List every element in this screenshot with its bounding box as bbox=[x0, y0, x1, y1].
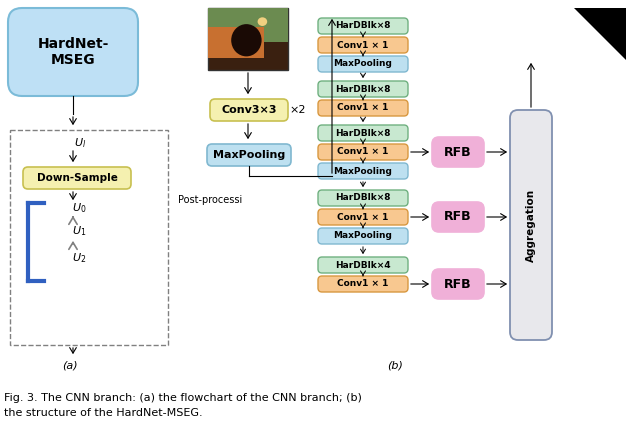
Text: HarDBlk×8: HarDBlk×8 bbox=[335, 128, 391, 137]
FancyBboxPatch shape bbox=[23, 167, 131, 189]
FancyBboxPatch shape bbox=[318, 100, 408, 116]
FancyBboxPatch shape bbox=[318, 56, 408, 72]
FancyBboxPatch shape bbox=[318, 18, 408, 34]
Text: MaxPooling: MaxPooling bbox=[333, 231, 392, 240]
Text: Aggregation: Aggregation bbox=[526, 189, 536, 261]
FancyBboxPatch shape bbox=[432, 269, 484, 299]
Bar bbox=[10, 130, 168, 345]
Text: Conv1 × 1: Conv1 × 1 bbox=[337, 41, 389, 50]
FancyBboxPatch shape bbox=[318, 81, 408, 97]
Polygon shape bbox=[574, 8, 626, 60]
Text: RFB: RFB bbox=[444, 277, 472, 290]
FancyBboxPatch shape bbox=[207, 144, 291, 166]
Text: Fig. 3. The CNN branch: (a) the flowchart of the CNN branch; (b): Fig. 3. The CNN branch: (a) the flowchar… bbox=[4, 393, 362, 403]
Text: Conv3×3: Conv3×3 bbox=[221, 105, 277, 115]
Text: HardNet-
MSEG: HardNet- MSEG bbox=[37, 37, 108, 67]
Text: $U_0$: $U_0$ bbox=[72, 201, 86, 215]
Text: MaxPooling: MaxPooling bbox=[333, 59, 392, 69]
FancyBboxPatch shape bbox=[318, 163, 408, 179]
FancyBboxPatch shape bbox=[510, 110, 552, 340]
Bar bbox=[208, 27, 264, 58]
Bar bbox=[208, 8, 288, 42]
FancyBboxPatch shape bbox=[8, 8, 138, 96]
Text: MaxPooling: MaxPooling bbox=[213, 150, 285, 160]
Text: $U_l$: $U_l$ bbox=[74, 136, 86, 150]
FancyBboxPatch shape bbox=[318, 257, 408, 273]
FancyBboxPatch shape bbox=[318, 228, 408, 244]
FancyBboxPatch shape bbox=[318, 276, 408, 292]
Text: RFB: RFB bbox=[444, 145, 472, 158]
Text: Post-processi: Post-processi bbox=[178, 195, 242, 205]
FancyBboxPatch shape bbox=[318, 190, 408, 206]
Ellipse shape bbox=[231, 24, 262, 56]
Text: Conv1 × 1: Conv1 × 1 bbox=[337, 148, 389, 157]
Ellipse shape bbox=[257, 17, 267, 26]
Text: Conv1 × 1: Conv1 × 1 bbox=[337, 212, 389, 222]
FancyBboxPatch shape bbox=[318, 37, 408, 53]
Text: HarDBlk×8: HarDBlk×8 bbox=[335, 21, 391, 30]
FancyBboxPatch shape bbox=[210, 99, 288, 121]
FancyBboxPatch shape bbox=[318, 125, 408, 141]
Text: HarDBlk×4: HarDBlk×4 bbox=[335, 260, 391, 269]
Text: $U_2$: $U_2$ bbox=[72, 251, 86, 265]
Text: $U_1$: $U_1$ bbox=[72, 224, 86, 238]
Text: Conv1 × 1: Conv1 × 1 bbox=[337, 280, 389, 289]
Text: HarDBlk×8: HarDBlk×8 bbox=[335, 84, 391, 94]
Text: Conv1 × 1: Conv1 × 1 bbox=[337, 103, 389, 112]
Text: Down-Sample: Down-Sample bbox=[37, 173, 117, 183]
FancyBboxPatch shape bbox=[432, 202, 484, 232]
FancyBboxPatch shape bbox=[432, 137, 484, 167]
FancyBboxPatch shape bbox=[318, 144, 408, 160]
Bar bbox=[208, 8, 288, 70]
Text: ×2: ×2 bbox=[290, 105, 306, 115]
Text: the structure of the HardNet-MSEG.: the structure of the HardNet-MSEG. bbox=[4, 408, 203, 418]
Text: (b): (b) bbox=[387, 360, 403, 370]
FancyBboxPatch shape bbox=[318, 209, 408, 225]
Text: RFB: RFB bbox=[444, 211, 472, 223]
Text: (a): (a) bbox=[62, 360, 78, 370]
Text: MaxPooling: MaxPooling bbox=[333, 166, 392, 175]
Bar bbox=[574, 8, 626, 60]
Text: HarDBlk×8: HarDBlk×8 bbox=[335, 194, 391, 202]
